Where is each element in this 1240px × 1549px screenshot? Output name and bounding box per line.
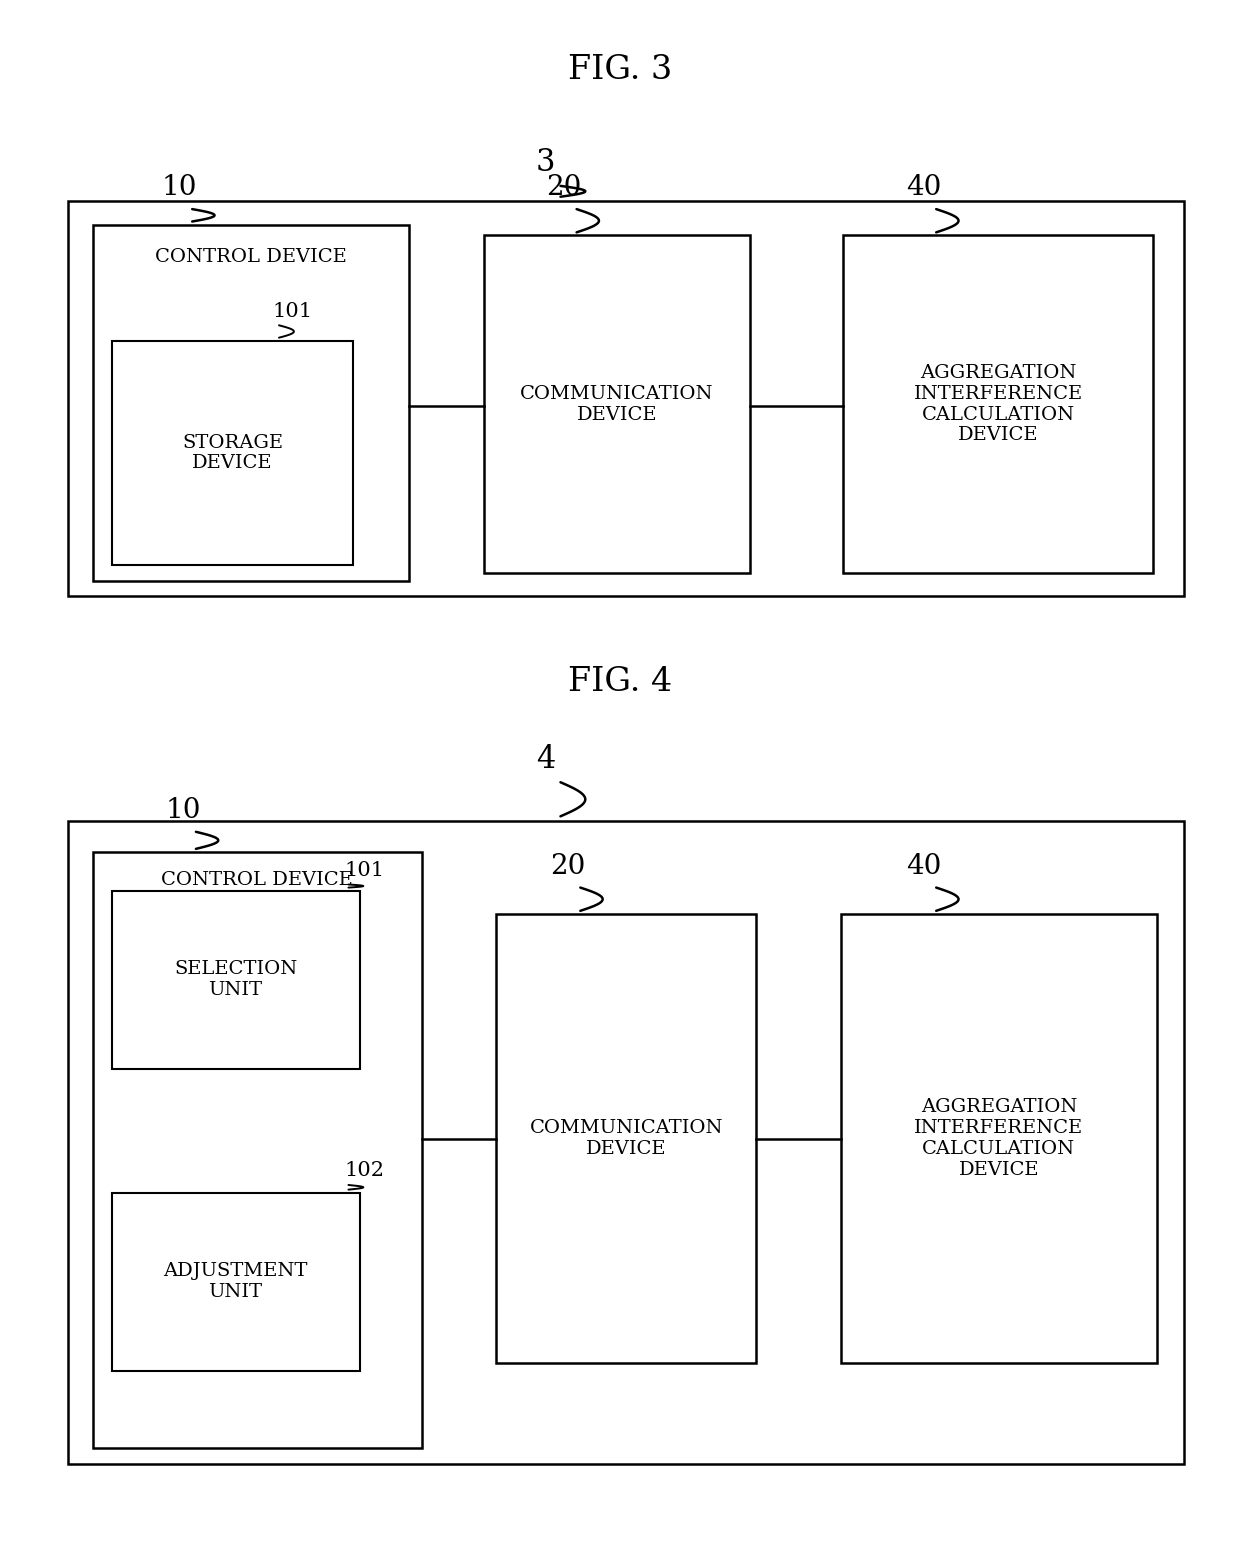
Text: STORAGE
DEVICE: STORAGE DEVICE <box>182 434 283 472</box>
Text: AGGREGATION
INTERFERENCE
CALCULATION
DEVICE: AGGREGATION INTERFERENCE CALCULATION DEV… <box>914 364 1083 445</box>
Bar <box>68 201 1184 596</box>
Text: FIG. 3: FIG. 3 <box>568 54 672 87</box>
Bar <box>841 914 1157 1363</box>
Text: 101: 101 <box>345 861 384 880</box>
Text: CONTROL DEVICE: CONTROL DEVICE <box>161 871 353 889</box>
Text: 40: 40 <box>906 175 941 201</box>
Text: 3: 3 <box>536 147 556 178</box>
Bar <box>843 235 1153 573</box>
Bar <box>112 341 353 565</box>
Text: COMMUNICATION
DEVICE: COMMUNICATION DEVICE <box>529 1118 723 1159</box>
Text: COMMUNICATION
DEVICE: COMMUNICATION DEVICE <box>520 384 714 424</box>
Text: CONTROL DEVICE: CONTROL DEVICE <box>155 248 347 266</box>
Text: 10: 10 <box>162 175 197 201</box>
Text: ADJUSTMENT
UNIT: ADJUSTMENT UNIT <box>164 1262 308 1301</box>
Text: 20: 20 <box>547 175 582 201</box>
Text: AGGREGATION
INTERFERENCE
CALCULATION
DEVICE: AGGREGATION INTERFERENCE CALCULATION DEV… <box>914 1098 1084 1179</box>
Text: SELECTION
UNIT: SELECTION UNIT <box>174 960 298 999</box>
Bar <box>68 821 1184 1464</box>
Text: 20: 20 <box>551 853 585 880</box>
Text: FIG. 4: FIG. 4 <box>568 666 672 699</box>
Bar <box>484 235 750 573</box>
Bar <box>112 891 360 1069</box>
Bar <box>112 1193 360 1371</box>
Bar <box>496 914 756 1363</box>
Text: 101: 101 <box>273 302 312 321</box>
Text: 4: 4 <box>536 744 556 774</box>
Text: 102: 102 <box>345 1162 384 1180</box>
Bar <box>93 852 422 1448</box>
Bar <box>93 225 409 581</box>
Text: 40: 40 <box>906 853 941 880</box>
Text: 10: 10 <box>166 798 201 824</box>
